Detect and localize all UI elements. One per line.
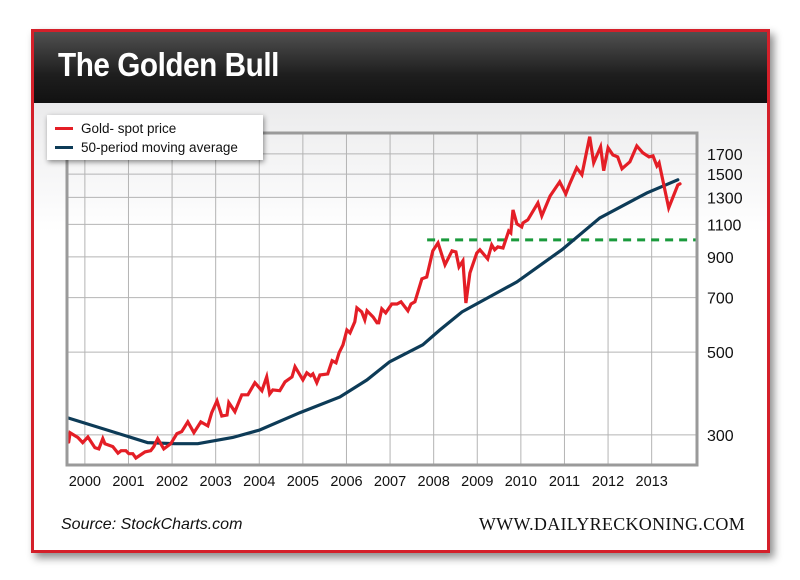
y-tick-label: 1500 [707, 167, 743, 184]
x-tick-label: 2004 [243, 474, 275, 490]
legend: Gold- spot price 50-period moving averag… [47, 115, 263, 160]
header-bar: The Golden Bull [34, 32, 767, 103]
plot-area [67, 133, 697, 465]
legend-label-ma: 50-period moving average [81, 140, 238, 155]
x-tick-label: 2003 [200, 474, 232, 490]
x-tick-label: 2000 [69, 474, 101, 490]
x-tick-label: 2009 [461, 474, 493, 490]
y-tick-label: 1100 [707, 217, 742, 234]
y-tick-label: 700 [707, 291, 734, 308]
gold-price-line [67, 136, 682, 461]
y-tick-label: 300 [707, 428, 734, 445]
legend-item-gold: Gold- spot price [55, 121, 176, 136]
y-tick-label: 1700 [707, 147, 743, 164]
x-tick-label: 2007 [374, 474, 406, 490]
x-tick-label: 2005 [287, 474, 319, 490]
x-tick-label: 2011 [549, 474, 580, 490]
legend-swatch-gold [55, 127, 73, 130]
x-tick-label: 2001 [112, 474, 144, 490]
x-tick-label: 2013 [636, 474, 668, 490]
site-credit: WWW.DAILYRECKONING.COM [478, 514, 745, 534]
source-note: Source: StockCharts.com [61, 516, 243, 533]
chart-title: The Golden Bull [58, 46, 279, 83]
plot-frame [65, 131, 699, 467]
x-tick-label: 2002 [156, 474, 188, 490]
x-tick-label: 2008 [418, 474, 450, 490]
moving-average-line [66, 178, 680, 446]
legend-item-ma: 50-period moving average [55, 140, 238, 155]
x-tick-label: 2010 [505, 474, 537, 490]
x-tick-label: 2012 [592, 474, 624, 490]
x-tick-label: 2006 [330, 474, 362, 490]
y-tick-label: 900 [707, 250, 734, 267]
legend-swatch-ma [55, 146, 73, 149]
y-tick-label: 1300 [707, 190, 743, 207]
legend-label-gold: Gold- spot price [81, 121, 177, 136]
y-tick-label: 500 [707, 345, 734, 362]
